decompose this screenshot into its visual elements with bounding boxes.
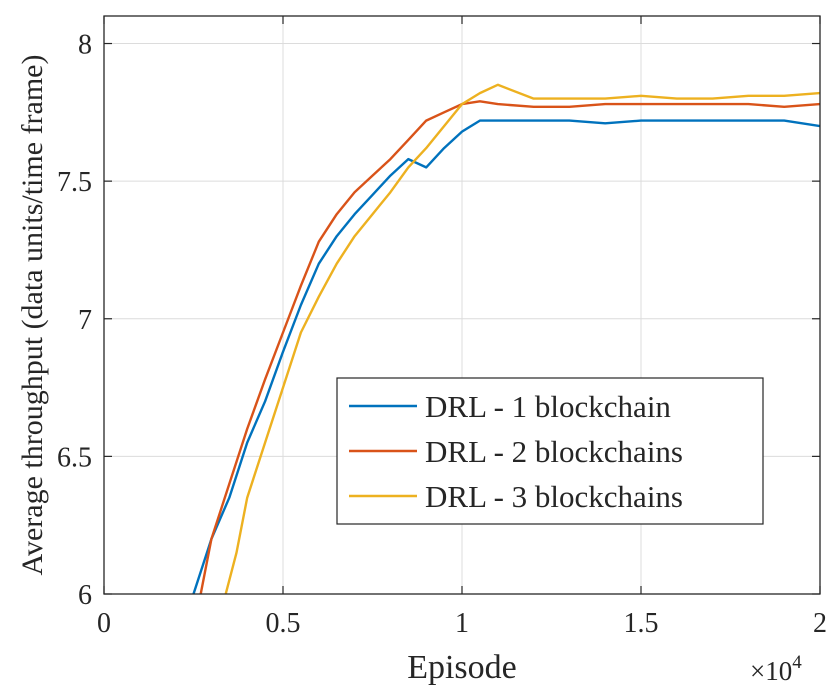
x-tick-label: 2 [813,608,827,639]
y-tick-label: 6 [78,580,92,611]
legend: DRL - 1 blockchain DRL - 2 blockchains DRL… [336,377,764,525]
legend-label-1: DRL - 1 blockchain [425,389,671,424]
series-line-1 [192,119,820,594]
x-axis-exponent-power: 4 [792,652,802,673]
y-tick-label: 6.5 [57,442,92,473]
y-tick-label: 8 [78,30,92,61]
x-axis-exponent: ×104 [750,652,802,686]
y-tick-label: 7 [78,305,92,336]
x-axis-label: Episode [407,649,517,686]
legend-label-3: DRL - 3 blockchains [425,479,683,514]
y-axis-label: Average throughput (data units/time fram… [16,55,49,576]
y-tick-label: 7.5 [57,167,92,198]
x-tick-label: 1 [455,608,469,639]
series-line-3 [224,83,820,594]
axis-ticks: 0 0.5 1 1.5 2 6 6.5 7 7.5 8 [57,16,827,639]
x-tick-label: 0.5 [266,608,301,639]
x-tick-label: 0 [97,608,111,639]
x-tick-label: 1.5 [624,608,659,639]
x-axis-exponent-base: ×10 [750,656,792,686]
legend-label-2: DRL - 2 blockchains [425,434,683,469]
series-lines [192,83,820,594]
series-line-2 [199,100,820,594]
